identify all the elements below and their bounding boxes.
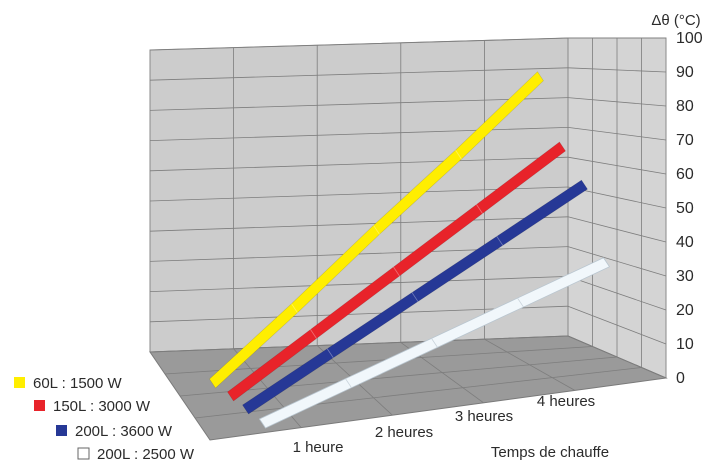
x-tick-label: 4 heures (537, 393, 595, 410)
gridline-back (149, 216, 569, 232)
series-point-mark (326, 348, 334, 359)
series-point-mark (345, 378, 352, 388)
series-point-mark (291, 303, 298, 313)
legend-label: 60L : 1500 W (33, 375, 123, 392)
legend-label: 200L : 3600 W (75, 423, 173, 440)
gridline-back (149, 67, 569, 81)
series-point-mark (517, 297, 524, 308)
gridline-back (149, 127, 569, 141)
gridline-floor-depth (179, 356, 618, 397)
gridline-floor-depth (164, 346, 593, 375)
y-tick-label: 80 (676, 98, 694, 115)
gridline-back (149, 37, 569, 51)
chart-series-group (209, 71, 611, 429)
y-axis-title: Δθ (°C) (651, 12, 700, 29)
chart-legend: 60L : 1500 W 150L : 3000 W 200L : 3600 W 20… (14, 375, 195, 463)
series-point-mark (393, 266, 400, 277)
y-tick-label: 10 (676, 336, 694, 353)
gridline-floor-depth (194, 367, 642, 419)
gridline-back (149, 97, 569, 111)
series-point-mark (476, 204, 483, 214)
legend-swatch (77, 447, 90, 460)
series-point-mark (310, 329, 317, 339)
series-point-mark (431, 338, 438, 348)
gridline-back (149, 335, 569, 353)
x-tick-label: 1 heure (293, 439, 344, 456)
y-tick-label: 100 (676, 30, 703, 47)
series-point-mark (455, 149, 462, 160)
legend-swatch (56, 425, 67, 436)
y-tick-label: 50 (676, 200, 694, 217)
chart-walls (149, 37, 668, 441)
y-tick-label: 70 (676, 132, 694, 149)
y-tick-label: 60 (676, 166, 694, 183)
x-axis-title: Temps de chauffe (491, 444, 609, 461)
x-tick-label: 3 heures (455, 408, 513, 425)
y-tick-label: 0 (676, 370, 685, 387)
legend-swatch (14, 377, 25, 388)
y-tick-label: 30 (676, 268, 694, 285)
series-line-2 (227, 141, 566, 402)
gridline-back (149, 246, 569, 262)
series-point-mark (373, 225, 380, 235)
y-tick-label: 20 (676, 302, 694, 319)
legend-label: 150L : 3000 W (53, 398, 151, 415)
x-tick-label: 2 heures (375, 424, 433, 441)
series-point-mark (411, 292, 419, 302)
legend-swatch (34, 400, 45, 411)
gridline-back (149, 156, 569, 172)
y-tick-label: 40 (676, 234, 694, 251)
y-tick-label: 90 (676, 64, 694, 81)
chart-tick-labels: 0 10 20 30 40 50 60 70 80 90 100 1 heure 2 heures 3 h… (293, 30, 703, 456)
series-point-mark (496, 236, 504, 246)
series-line-3 (242, 179, 588, 415)
series-line-1 (209, 71, 544, 389)
legend-label: 200L : 2500 W (97, 446, 195, 463)
gridline-back (149, 276, 569, 292)
